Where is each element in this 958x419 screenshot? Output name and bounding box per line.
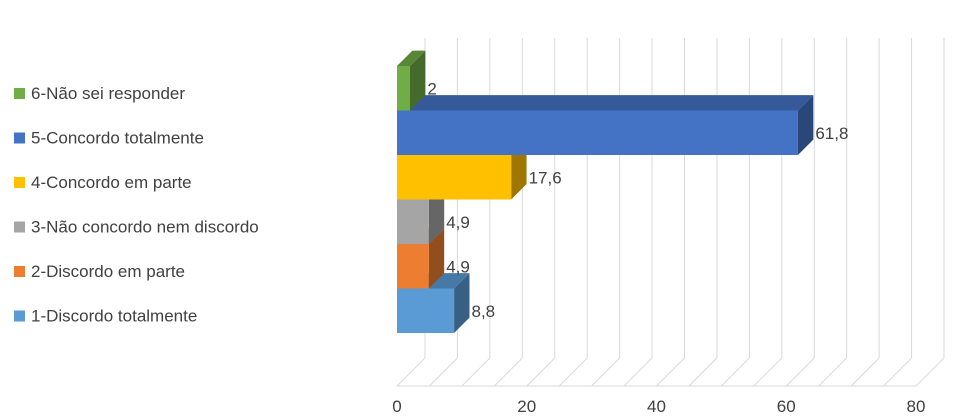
bars: 8,8 4,9 4,9 17,6 61,8 2 bbox=[397, 50, 848, 333]
data-label: 61,8 bbox=[815, 124, 848, 143]
legend-swatch bbox=[14, 88, 25, 99]
gridline-floor bbox=[753, 357, 783, 387]
legend-label: 1-Discordo totalmente bbox=[31, 307, 197, 326]
gridline-floor bbox=[850, 357, 880, 387]
gridline-floor bbox=[526, 357, 556, 387]
x-axis-ticks: 0 20 40 60 80 bbox=[392, 397, 926, 416]
data-label: 8,8 bbox=[471, 302, 495, 321]
gridline-floor bbox=[461, 357, 491, 387]
legend-label: 2-Discordo em parte bbox=[31, 262, 185, 281]
legend-item: 6-Não sei responder bbox=[14, 84, 185, 103]
gridline-floor bbox=[396, 357, 426, 387]
gridline-floor bbox=[915, 357, 945, 387]
bar-side-face bbox=[409, 50, 426, 111]
legend-label: 3-Não concordo nem discordo bbox=[31, 218, 259, 237]
gridline-floor bbox=[688, 357, 718, 387]
legend-item: 5-Concordo totalmente bbox=[14, 129, 204, 148]
data-label: 4,9 bbox=[446, 257, 470, 276]
legend-swatch bbox=[14, 310, 25, 322]
bar-front-face bbox=[397, 244, 429, 289]
gridline-floor bbox=[493, 357, 523, 387]
legend-item: 2-Discordo em parte bbox=[14, 262, 185, 281]
data-label: 17,6 bbox=[529, 168, 562, 187]
legend-label: 4-Concordo em parte bbox=[31, 173, 192, 192]
bar-side-face bbox=[797, 95, 814, 155]
gridlines bbox=[396, 38, 945, 387]
bar-top-face bbox=[397, 95, 814, 111]
bar: 17,6 bbox=[397, 139, 562, 200]
legend: 6-Não sei responder 5-Concordo totalmente… bbox=[14, 84, 259, 326]
gridline-floor bbox=[818, 357, 848, 387]
bar-front-face bbox=[397, 66, 410, 111]
legend-label: 6-Não sei responder bbox=[31, 84, 185, 103]
gridline-floor bbox=[883, 357, 912, 387]
bar-top-face bbox=[397, 50, 426, 66]
bar-front-face bbox=[397, 110, 798, 155]
legend-item: 1-Discordo totalmente bbox=[14, 307, 197, 326]
bar-side-face bbox=[428, 228, 445, 289]
gridline-floor bbox=[721, 357, 750, 387]
x-tick-label: 60 bbox=[777, 397, 796, 414]
data-label: 2 bbox=[427, 79, 436, 98]
gridline-floor bbox=[623, 357, 653, 387]
bar-side-face bbox=[454, 273, 470, 333]
legend-swatch bbox=[14, 221, 25, 233]
x-tick-label: 80 bbox=[907, 397, 926, 414]
legend-swatch bbox=[14, 132, 25, 144]
gridline-floor bbox=[591, 357, 620, 387]
legend-swatch bbox=[14, 177, 25, 188]
bar-front-face bbox=[397, 199, 429, 244]
gridline-floor bbox=[785, 357, 815, 387]
bar: 2 bbox=[397, 50, 437, 111]
x-tick-label: 0 bbox=[392, 397, 401, 414]
legend-swatch bbox=[14, 266, 25, 277]
gridline-floor bbox=[558, 357, 588, 387]
bar: 61,8 bbox=[397, 95, 848, 155]
gridline-floor bbox=[429, 357, 458, 387]
x-tick-label: 40 bbox=[647, 397, 666, 414]
x-tick-label: 20 bbox=[517, 397, 536, 414]
legend-item: 3-Não concordo nem discordo bbox=[14, 218, 259, 237]
bar-front-face bbox=[397, 155, 512, 200]
gridline-floor bbox=[656, 357, 685, 387]
data-label: 4,9 bbox=[446, 213, 470, 232]
legend-label: 5-Concordo totalmente bbox=[31, 129, 204, 148]
bar-front-face bbox=[397, 288, 455, 333]
legend-item: 4-Concordo em parte bbox=[14, 173, 192, 192]
